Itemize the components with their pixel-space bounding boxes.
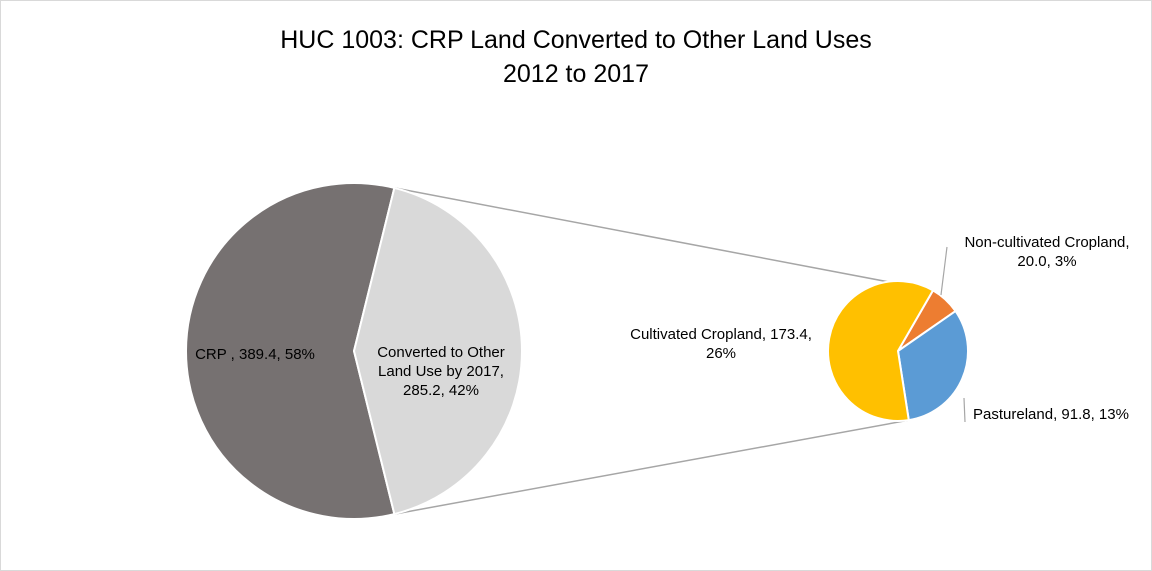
pie-slice-cultivated-cropland xyxy=(827,280,935,422)
data-label-line: 20.0, 3% xyxy=(1017,253,1076,270)
data-label-pastureland: Pastureland, 91.8, 13% xyxy=(973,406,1129,423)
data-label-line: Land Use by 2017, xyxy=(378,363,504,380)
connector-line-bottom xyxy=(394,419,909,515)
data-label-crp: CRP , 389.4, 58% xyxy=(195,346,315,363)
data-label-line: 285.2, 42% xyxy=(403,382,479,399)
pie-slice-crp xyxy=(185,182,396,520)
data-label-line: 26% xyxy=(706,345,736,362)
data-label-line: Converted to Other xyxy=(377,344,505,361)
pie-slice-pastureland xyxy=(896,309,969,422)
connector-line-top xyxy=(394,187,934,292)
chart-subtitle: 2012 to 2017 xyxy=(503,60,649,88)
data-label-converted-to-other-land-use-by-2017: Converted to Other Land Use by 2017, 285.2… xyxy=(377,344,505,399)
data-label-line: Non-cultivated Cropland, xyxy=(964,234,1129,251)
pie-slice-converted-to-other-land-use-by-2017 xyxy=(352,186,523,516)
leader-line-non-cultivated xyxy=(940,246,948,296)
data-label-non-cultivated-cropland: Non-cultivated Cropland, 20.0, 3% xyxy=(964,234,1129,270)
chart-title-block: HUC 1003: CRP Land Converted to Other La… xyxy=(1,23,1151,91)
data-label-line: Cultivated Cropland, 173.4, xyxy=(630,326,812,343)
data-label-cultivated-cropland: Cultivated Cropland, 173.4, 26% xyxy=(630,326,812,362)
leader-line-pastureland xyxy=(963,397,966,423)
data-label-line: Pastureland, 91.8, 13% xyxy=(973,406,1129,423)
chart-title: HUC 1003: CRP Land Converted to Other La… xyxy=(280,26,872,54)
data-label-line: CRP , 389.4, 58% xyxy=(195,346,315,363)
